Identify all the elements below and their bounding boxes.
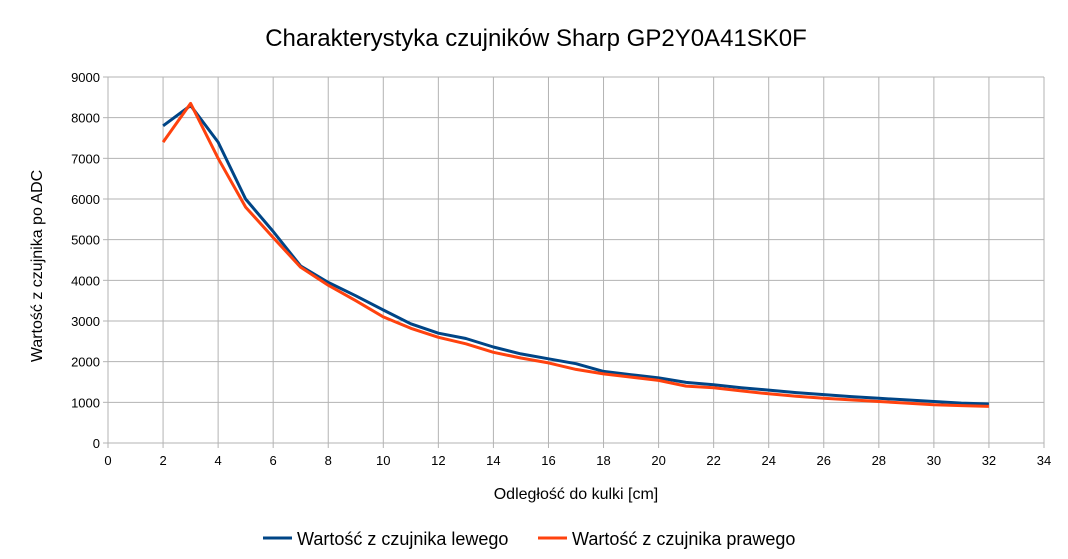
x-axis-ticks: 0 2 4 6 8 10 12 14 16 18 20 22 24 26 28 30 32 34 (104, 443, 1051, 468)
y-tick-label: 2000 (71, 355, 100, 370)
y-tick-label: 8000 (71, 111, 100, 126)
legend-label-right: Wartość z czujnika prawego (572, 529, 795, 549)
y-tick-label: 4000 (71, 273, 100, 288)
y-axis-ticks: 0 1000 2000 3000 4000 5000 6000 7000 8000 9000 (71, 70, 108, 451)
x-tick-label: 24 (761, 453, 775, 468)
x-tick-label: 18 (596, 453, 610, 468)
y-axis-label: Wartość z czujnika po ADC (29, 170, 46, 362)
x-tick-label: 16 (541, 453, 555, 468)
series-line-right-sensor (161, 101, 989, 408)
x-tick-label: 2 (159, 453, 166, 468)
axes (107, 77, 1044, 444)
y-tick-label: 7000 (71, 151, 100, 166)
x-tick-label: 8 (325, 453, 332, 468)
chart-title: Charakterystyka czujników Sharp GP2Y0A41… (265, 25, 807, 52)
x-tick-label: 32 (982, 453, 996, 468)
x-tick-label: 28 (872, 453, 886, 468)
x-tick-label: 34 (1037, 453, 1051, 468)
x-tick-label: 6 (270, 453, 277, 468)
y-tick-label: 6000 (71, 192, 100, 207)
series-line-left-sensor (162, 104, 989, 406)
x-tick-label: 22 (706, 453, 720, 468)
y-tick-label: 0 (93, 436, 100, 451)
grid (107, 76, 1045, 444)
series-lines (161, 101, 989, 408)
x-axis-label: Odległość do kulki [cm] (494, 486, 659, 503)
x-tick-label: 14 (486, 453, 500, 468)
y-tick-label: 1000 (71, 395, 100, 410)
y-tick-label: 5000 (71, 233, 100, 248)
legend-label-left: Wartość z czujnika lewego (297, 529, 508, 549)
x-tick-label: 10 (376, 453, 390, 468)
y-tick-label: 3000 (71, 314, 100, 329)
x-tick-label: 4 (215, 453, 222, 468)
legend: Wartość z czujnika lewego Wartość z czuj… (263, 529, 795, 549)
x-tick-label: 26 (817, 453, 831, 468)
x-tick-label: 30 (927, 453, 941, 468)
x-tick-label: 20 (651, 453, 665, 468)
x-tick-label: 12 (431, 453, 445, 468)
y-tick-label: 9000 (71, 70, 100, 85)
x-tick-label: 0 (104, 453, 111, 468)
